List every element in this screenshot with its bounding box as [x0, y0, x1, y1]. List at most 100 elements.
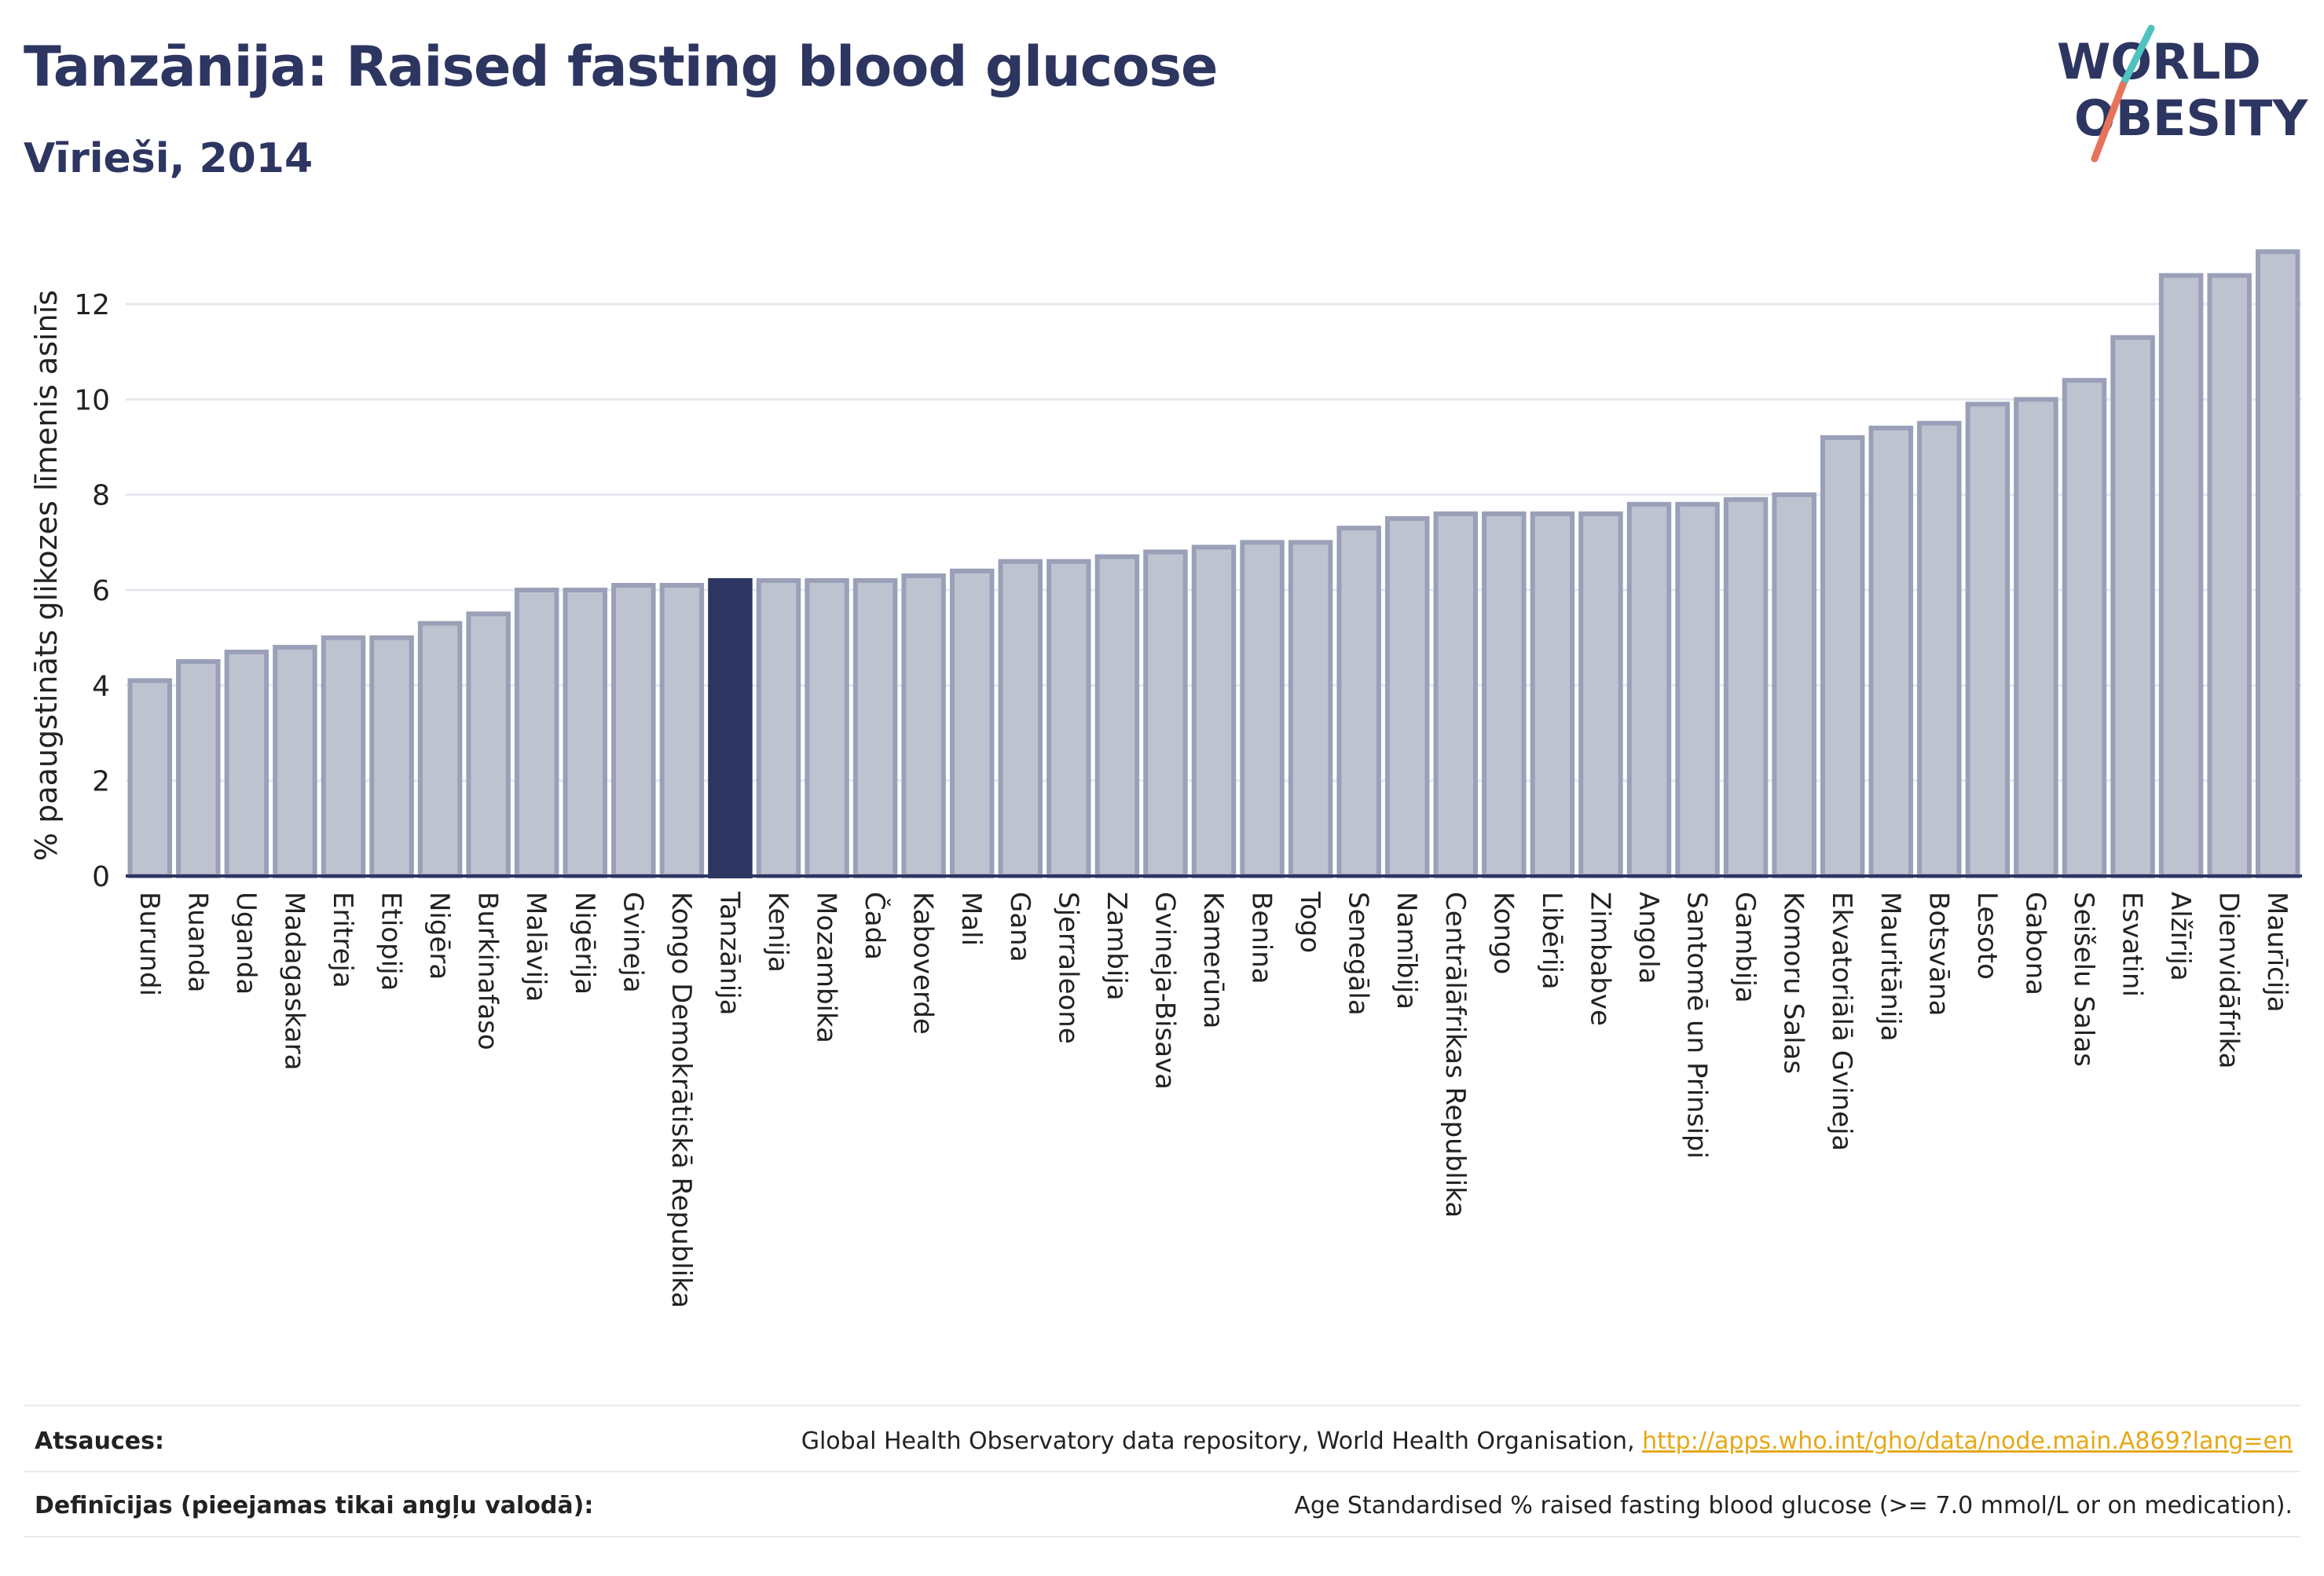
bar [659, 582, 705, 879]
x-tick-label: Libērija [1536, 892, 1567, 990]
x-tick-label: Esvatini [2117, 892, 2148, 997]
bar-chart: 0 2 4 6 8 10 12 Burundi Ruanda Uganda Madagaskara E… [29, 249, 2302, 1308]
footer-divider-middle [24, 1471, 2300, 1472]
bar [998, 559, 1043, 878]
bar [1336, 526, 1381, 878]
bar [1868, 425, 1914, 878]
x-tick-label: Seišelu Salas [2068, 892, 2099, 1067]
y-axis-label: % paaugstināts glikozes līmenis asinīs [29, 290, 64, 861]
x-tick-label: Kamerūna [1197, 892, 1229, 1028]
bar [2062, 378, 2107, 878]
footer-divider-top [24, 1405, 2300, 1406]
bar [127, 678, 173, 878]
x-tick-label: Mali [955, 892, 987, 946]
sources-label: Atsauces: [35, 1428, 164, 1455]
bar [1723, 497, 1769, 878]
sources-link[interactable]: http://apps.who.int/gho/data/node.main.A… [1642, 1428, 2293, 1455]
x-tick-label: Burkinafaso [472, 892, 504, 1050]
sources-value: Global Health Observatory data repositor… [801, 1428, 2293, 1455]
x-tick-label: Kongo Demokrātiskā Republika [665, 892, 697, 1308]
bar [224, 649, 269, 878]
x-tick-label: Benina [1246, 892, 1277, 984]
bar [2110, 335, 2155, 879]
bar [1094, 554, 1140, 878]
logo-line1: WORLD [2057, 33, 2261, 90]
x-tick-label: Kaboverde [907, 892, 939, 1035]
x-tick-label: Kongo [1487, 892, 1519, 974]
x-tick-label: Gvineja-Bisava [1149, 892, 1180, 1090]
bar [1191, 544, 1237, 878]
x-tick-label: Gambija [1729, 892, 1761, 1003]
bar [1578, 511, 1623, 878]
axis-layer: 0 2 4 6 8 10 12 Burundi Ruanda Uganda Madagaskara E… [74, 289, 2302, 1308]
bar [466, 611, 511, 878]
x-tick-label: Centrālāfrikas Republika [1439, 892, 1471, 1218]
x-tick-label: Nigēra [423, 892, 455, 980]
bar [1965, 401, 2011, 878]
chart-title: Tanzānija: Raised fasting blood glucose [24, 35, 1218, 99]
y-tick-label: 4 [92, 670, 110, 702]
x-tick-label: Ruanda [181, 892, 213, 992]
x-tick-label: Ekvatoriālā Gvineja [1826, 892, 1857, 1151]
x-tick-label: Togo [1294, 891, 1325, 953]
x-tick-label: Senegāla [1343, 892, 1374, 1016]
bar [805, 577, 849, 878]
y-tick-label: 6 [92, 575, 110, 607]
x-tick-label: Lesoto [1971, 892, 2003, 980]
bar [1820, 434, 1865, 878]
x-tick-label: Kenija [762, 892, 794, 973]
x-tick-label: Angola [1633, 892, 1664, 984]
x-tick-label: Malāvija [520, 892, 552, 1002]
bar [1240, 540, 1285, 879]
bar [756, 577, 801, 878]
chart-subtitle: Vīrieši, 2014 [24, 135, 313, 182]
y-tick-label: 2 [92, 766, 110, 798]
bar [1384, 516, 1430, 878]
y-tick-label: 10 [74, 384, 110, 416]
x-tick-label: Etiopija [376, 892, 407, 991]
bar [1675, 501, 1720, 879]
y-tick-label: 8 [92, 480, 110, 512]
x-tick-label: Namībija [1391, 892, 1422, 1010]
logo-slash-coral [2091, 81, 2127, 163]
bar [563, 588, 608, 878]
bar [369, 635, 414, 878]
bar-highlight [708, 577, 753, 878]
x-tick-label: Zambija [1101, 892, 1132, 1001]
bar [949, 568, 995, 878]
bar [1482, 511, 1527, 878]
x-tick-label: Sjerraleone [1052, 892, 1083, 1044]
bar [611, 582, 656, 879]
bars-layer [127, 249, 2300, 879]
x-tick-label: Alžīrija [2165, 892, 2196, 981]
x-tick-label: Botsvāna [1923, 892, 1954, 1017]
bar [417, 621, 463, 879]
bar [1143, 549, 1188, 878]
bar [901, 573, 946, 878]
bar [2207, 273, 2252, 879]
y-tick-label: 0 [92, 861, 110, 893]
bar [1626, 501, 1672, 879]
sources-text: Global Health Observatory data repositor… [801, 1428, 1643, 1455]
bar [2255, 249, 2300, 878]
bar [2158, 273, 2204, 879]
x-tick-label: Tanzānija [713, 891, 745, 1015]
x-tick-label: Madagaskara [278, 892, 310, 1070]
x-tick-label: Maurīcija [2261, 892, 2293, 1013]
bar [321, 635, 366, 878]
bar [852, 577, 898, 878]
bar [1917, 420, 1962, 878]
x-tick-label: Dienvidāfrika [2213, 892, 2245, 1068]
x-tick-label: Mauritānija [1875, 892, 1906, 1042]
x-tick-label: Mozambika [811, 892, 842, 1043]
bar [1288, 540, 1333, 879]
x-tick-label: Gana [1004, 892, 1036, 962]
bar [514, 588, 559, 878]
bar [176, 659, 221, 878]
world-obesity-logo: WORLD OBESITY [2057, 24, 2308, 163]
bar [1433, 511, 1479, 878]
bar [1772, 492, 1816, 878]
x-tick-label: Komoru Salas [1778, 892, 1809, 1074]
bar [273, 644, 317, 879]
x-tick-label: Santomē un Prinsipi [1681, 892, 1713, 1159]
